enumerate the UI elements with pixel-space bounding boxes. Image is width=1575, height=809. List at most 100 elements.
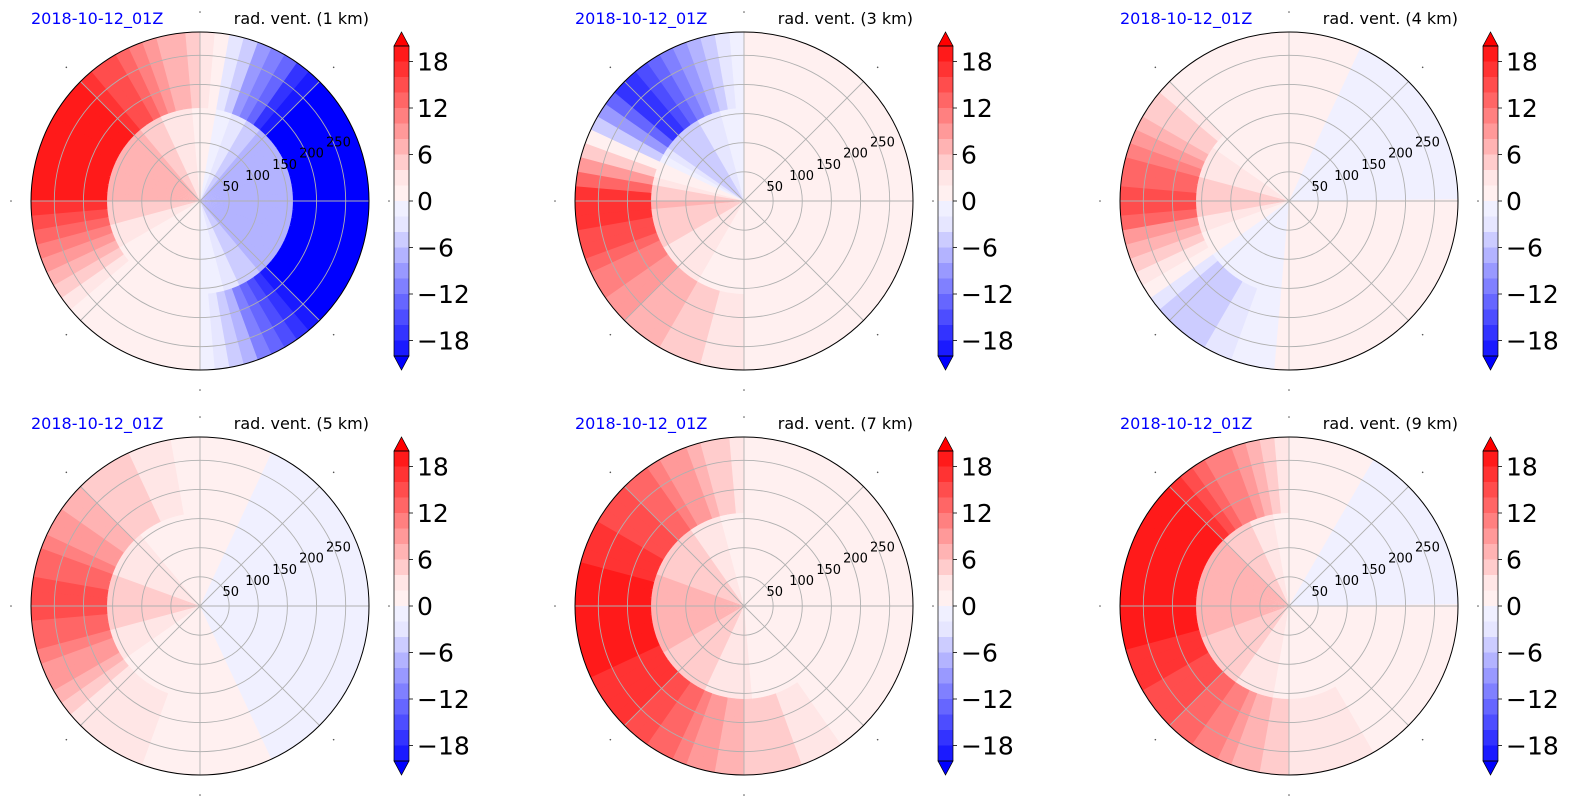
field-cell: [79, 266, 142, 333]
colorbar-segment: [1483, 185, 1498, 202]
field-cell: [744, 128, 811, 201]
field-cell: [1289, 108, 1314, 201]
colorbar-segment: [938, 668, 953, 684]
field-cell: [575, 209, 653, 233]
colorbar-segment: [938, 699, 953, 715]
field-cell: [1222, 201, 1289, 274]
field-cell: [744, 558, 830, 606]
field-cell: [216, 695, 246, 774]
field-cell: [200, 606, 273, 673]
field-cell: [672, 606, 744, 674]
field-cell: [175, 201, 200, 294]
colorbar-segment: [394, 92, 409, 109]
field-cell: [1128, 534, 1205, 576]
angular-grid-line: [199, 486, 320, 607]
field-cell: [1364, 507, 1437, 560]
field-cell: [200, 606, 248, 692]
angular-tick-dot: [876, 471, 879, 474]
field-cell: [127, 134, 200, 201]
field-cell: [672, 285, 714, 362]
field-cell: [1124, 547, 1202, 583]
field-cell: [200, 538, 272, 606]
field-cell: [200, 201, 248, 287]
field-cell: [1215, 41, 1258, 118]
field-cell: [1289, 606, 1378, 646]
field-cell: [711, 606, 744, 697]
field-cell: [1128, 129, 1205, 171]
field-cell: [265, 664, 332, 727]
field-cell: [122, 545, 200, 606]
field-cell: [803, 266, 866, 332]
field-cell: [1376, 224, 1454, 260]
field-cell: [1202, 451, 1250, 526]
colorbar-tick-label: −6: [1506, 639, 1543, 668]
field-cell: [1380, 574, 1458, 598]
field-cell: [744, 115, 791, 201]
field-cell: [1289, 200, 1383, 210]
colorbar-segment: [1483, 170, 1498, 186]
field-cell: [123, 201, 200, 263]
field-cell: [603, 91, 673, 149]
field-cell: [1121, 157, 1200, 186]
field-cell: [111, 161, 200, 201]
field-cell: [1217, 285, 1259, 362]
field-cell: [1230, 693, 1266, 771]
field-cell: [655, 566, 744, 606]
angular-tick-dot: [388, 605, 390, 607]
field-cell: [760, 290, 790, 369]
field-cell: [1348, 266, 1411, 332]
field-cell: [744, 606, 830, 653]
field-cell: [60, 659, 130, 717]
field-cell: [774, 445, 816, 522]
radial-tick-label: 200: [299, 552, 324, 567]
field-cell: [1319, 40, 1361, 117]
field-cell: [32, 217, 111, 247]
field-cell: [31, 186, 108, 203]
colorbar-segment: [394, 216, 409, 233]
field-cell: [200, 544, 277, 606]
colorbar-extend-min: [1482, 760, 1499, 776]
field-cell: [727, 606, 744, 700]
angular-grid-line: [199, 200, 320, 321]
field-cell: [1190, 458, 1243, 531]
field-cell: [139, 201, 200, 279]
field-cell: [200, 606, 268, 678]
angular-tick-dot: [1288, 389, 1290, 391]
angular-grid-line: [1288, 81, 1409, 202]
field-cell: [622, 475, 685, 541]
colorbar-segment: [938, 325, 953, 341]
field-cell: [596, 247, 669, 300]
field-cell: [576, 157, 655, 186]
colorbar-tick-label: 18: [1506, 48, 1538, 77]
colorbar-segment: [394, 652, 409, 669]
colorbar-segment: [938, 606, 953, 622]
field-cell: [154, 33, 184, 112]
colorbar-segment: [1483, 683, 1498, 700]
field-cell: [1328, 686, 1376, 761]
field-cell: [1342, 271, 1400, 341]
field-cell: [32, 157, 111, 186]
field-cell: [1289, 201, 1357, 273]
field-cell: [198, 437, 215, 514]
colorbar-segment: [1483, 325, 1498, 341]
field-cell: [1289, 517, 1329, 606]
field-cell: [183, 201, 200, 295]
colorbar-segment: [1483, 621, 1498, 638]
field-cell: [752, 697, 776, 775]
radial-tick-label: 50: [222, 180, 239, 195]
field-cell: [743, 512, 753, 606]
field-cell: [126, 41, 169, 118]
field-cell: [1200, 161, 1289, 201]
field-cell: [1289, 565, 1378, 606]
angular-tick-dot: [1477, 200, 1479, 202]
field-cell: [45, 521, 120, 568]
field-cell: [200, 606, 293, 631]
field-cell: [1288, 107, 1298, 201]
field-cell: [200, 133, 272, 201]
field-cell: [1373, 636, 1450, 678]
polar-outline: [1119, 436, 1459, 776]
colorbar-segment: [394, 247, 409, 264]
field-cell: [735, 606, 745, 700]
field-cell: [667, 606, 744, 668]
